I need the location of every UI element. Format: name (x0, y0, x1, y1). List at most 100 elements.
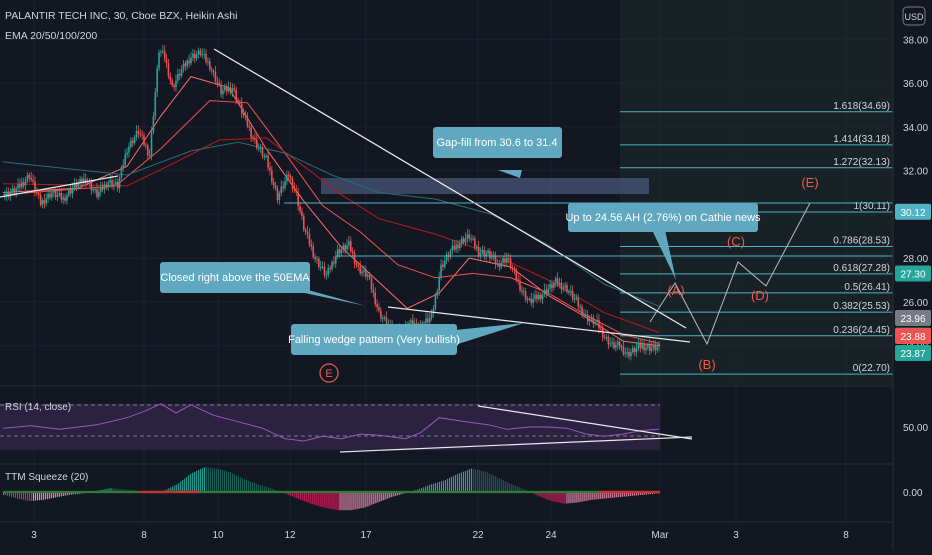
candle-body (81, 178, 83, 184)
candle-body (380, 310, 382, 319)
rsi-lower-trendline[interactable] (339, 436, 693, 453)
left-support-trendline[interactable] (0, 175, 119, 198)
candle-body (549, 284, 551, 289)
squeeze-bar (466, 470, 468, 492)
rsi-title[interactable]: RSI (14, close) (5, 402, 71, 413)
squeeze-bar (114, 488, 116, 492)
candle-body (199, 50, 202, 55)
squeeze-bar (433, 483, 435, 492)
ema-callout[interactable] (160, 262, 310, 293)
squeeze-bar (399, 492, 401, 495)
candle-body (412, 320, 414, 327)
candle-body (15, 188, 17, 193)
squeeze-bar (106, 488, 108, 492)
squeeze-bar (36, 492, 38, 501)
candle-body (192, 53, 194, 58)
candle-body (5, 192, 8, 197)
symbol-title[interactable]: PALANTIR TECH INC, 30, Cboe BZX, Heikin … (5, 10, 237, 22)
squeeze-title[interactable]: TTM Squeeze (20) (5, 472, 88, 483)
candle-body (21, 182, 23, 188)
squeeze-bar (518, 487, 520, 492)
squeeze-bar (315, 492, 317, 506)
squeeze-bar (225, 471, 228, 492)
squeeze-bar (417, 489, 419, 492)
squeeze-bar (190, 473, 192, 492)
wave-label-circle (319, 363, 339, 383)
time-axis[interactable]: 3 8 10 12 17 22 24 Mar 3 8 (31, 530, 849, 541)
squeeze-bar (202, 467, 204, 492)
squeeze-bar (16, 492, 19, 499)
wedge-callout[interactable] (291, 324, 457, 355)
squeeze-bar (446, 478, 449, 492)
squeeze-bar (514, 485, 516, 492)
indicator-title[interactable]: EMA 20/50/100/200 (5, 30, 97, 42)
squeeze-bar (365, 492, 367, 508)
candle-body (261, 147, 264, 157)
candle-body (316, 258, 318, 260)
candle-body (312, 246, 314, 257)
candle-body (611, 342, 613, 344)
candle-body (231, 88, 234, 93)
wave-projection-path (649, 202, 811, 346)
candle-body (472, 238, 474, 240)
squeeze-bar (371, 492, 373, 505)
candle-body (154, 92, 157, 117)
candle-body (291, 178, 294, 189)
candle-body (648, 344, 651, 351)
squeeze-bar (628, 492, 630, 497)
candle-body (99, 186, 102, 192)
candle-body (319, 266, 322, 268)
candle-body (101, 186, 104, 190)
squeeze-bar (381, 492, 383, 501)
squeeze-bar (397, 492, 399, 496)
candle-body (163, 50, 166, 59)
candle-body (259, 147, 262, 149)
squeeze-bar (182, 479, 184, 492)
squeeze-bar (472, 468, 474, 492)
squeeze-bar (289, 492, 291, 496)
squeeze-bar (622, 492, 624, 497)
squeeze-bar (389, 492, 391, 498)
candle-body (453, 245, 455, 250)
wedge-upper-trendline[interactable] (213, 48, 687, 329)
currency-button[interactable] (902, 6, 926, 26)
squeeze-bar (168, 488, 170, 492)
candle-body (620, 346, 623, 348)
squeeze-bar (347, 492, 349, 511)
candle-body (218, 83, 220, 85)
candle-body (180, 69, 183, 76)
gap-fill-callout[interactable] (433, 127, 562, 158)
squeeze-bar (110, 488, 112, 492)
candle-body (491, 257, 493, 259)
rsi-upper-trendline[interactable] (477, 405, 693, 440)
squeeze-bar (102, 489, 104, 492)
candle-body (624, 352, 627, 354)
squeeze-bar (58, 492, 60, 497)
squeeze-bar (227, 471, 230, 492)
candle-body (361, 271, 363, 274)
squeeze-bar (271, 488, 273, 492)
squeeze-bar (540, 492, 542, 498)
squeeze-bar (558, 492, 560, 503)
cathie-callout[interactable] (568, 203, 758, 232)
wedge-lower-trendline[interactable] (387, 306, 691, 343)
candle-body (492, 256, 495, 258)
candle-body (543, 289, 546, 295)
candle-body (445, 254, 448, 261)
candle-body (146, 145, 149, 156)
candle-body (524, 291, 527, 300)
squeeze-bar (502, 480, 504, 492)
candle-body (79, 178, 81, 183)
candle-body (534, 294, 536, 299)
squeeze-bar (333, 492, 335, 510)
candle-body (348, 241, 350, 246)
candle-body (24, 180, 27, 186)
squeeze-bar (206, 467, 208, 492)
price-badge-label: 23.87 (900, 349, 925, 360)
squeeze-bar (180, 481, 182, 492)
squeeze-bar (427, 485, 429, 492)
squeeze-bar (220, 469, 222, 492)
wedge-callout-text: Falling wedge pattern (Very bullish) (288, 334, 460, 346)
